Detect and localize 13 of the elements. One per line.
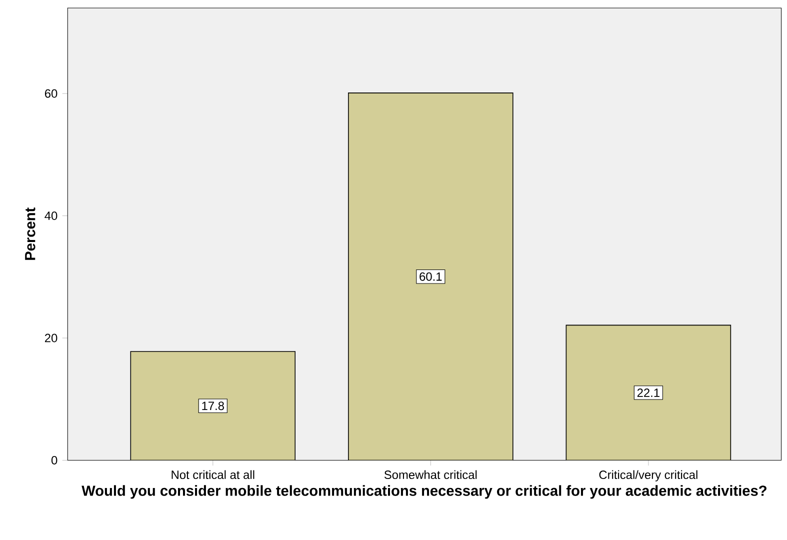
x-tick-label: Not critical at all — [172, 470, 254, 480]
x-tick-label: Critical/very critical — [599, 470, 698, 482]
y-tick-label: 20 — [44, 334, 58, 342]
y-tick-label: 40 — [44, 212, 58, 220]
y-tick-label: 0 — [51, 456, 58, 465]
y-tick-label: 60 — [44, 89, 58, 98]
data-label: 22.1 — [637, 388, 660, 397]
y-axis-title: Percent — [25, 208, 36, 260]
x-tick-label: Somewhat critical — [384, 470, 477, 480]
bar — [348, 92, 514, 460]
data-label: 17.8 — [202, 402, 224, 410]
x-axis-title: Would you consider mobile telecommunications necessary or critical for your academic activities? — [82, 485, 766, 499]
data-label: 60.1 — [420, 272, 442, 281]
